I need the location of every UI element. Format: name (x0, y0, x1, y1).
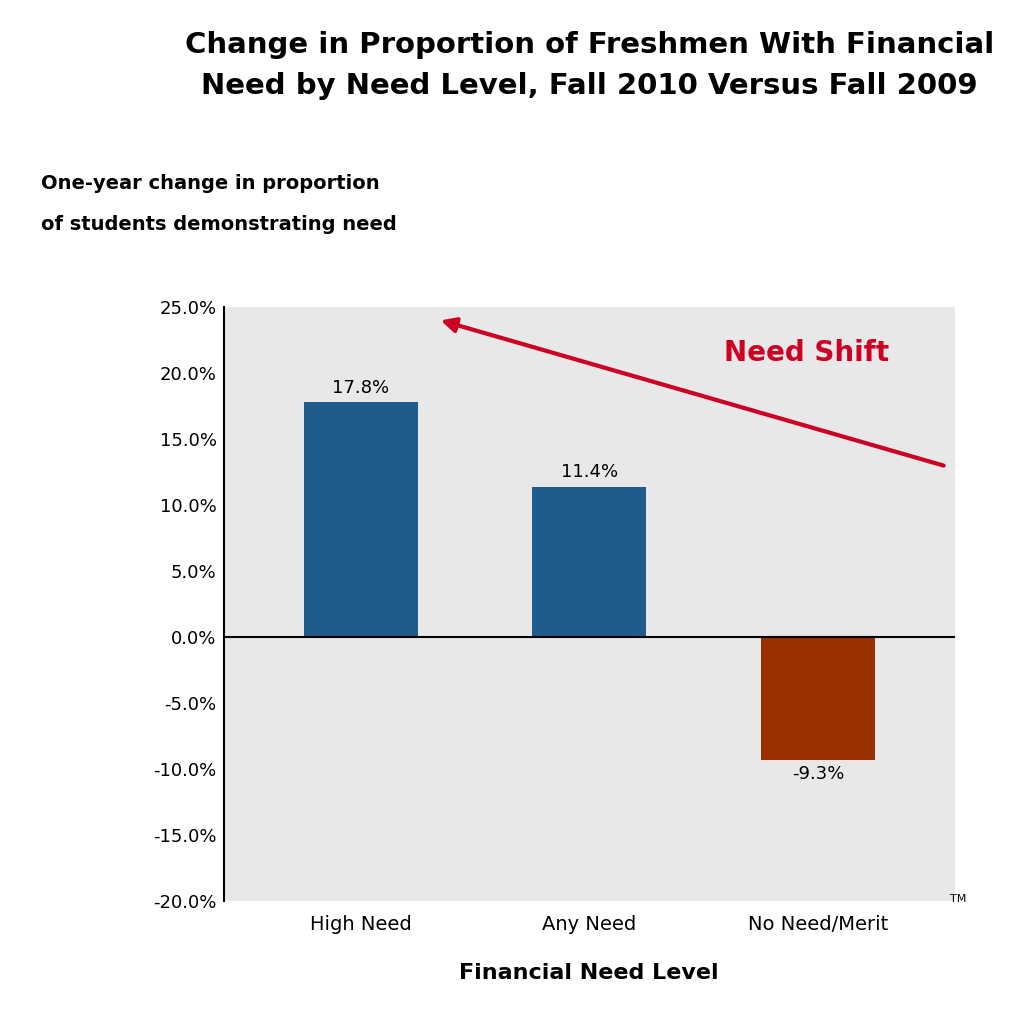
Text: Need Shift: Need Shift (723, 339, 889, 368)
Text: Financial Need Level: Financial Need Level (459, 963, 719, 983)
Text: Change in Proportion of Freshmen With Financial: Change in Proportion of Freshmen With Fi… (185, 31, 994, 58)
Text: 11.4%: 11.4% (561, 464, 618, 481)
Bar (304, 402, 418, 637)
Text: of students demonstrating need: of students demonstrating need (41, 215, 396, 234)
Text: 17.8%: 17.8% (332, 379, 389, 397)
Text: Need by Need Level, Fall 2010 Versus Fall 2009: Need by Need Level, Fall 2010 Versus Fal… (201, 72, 977, 99)
Text: TM: TM (950, 894, 966, 904)
Bar (532, 486, 646, 637)
Bar (761, 637, 875, 760)
Text: One-year change in proportion: One-year change in proportion (41, 174, 379, 194)
Text: -9.3%: -9.3% (791, 765, 844, 783)
